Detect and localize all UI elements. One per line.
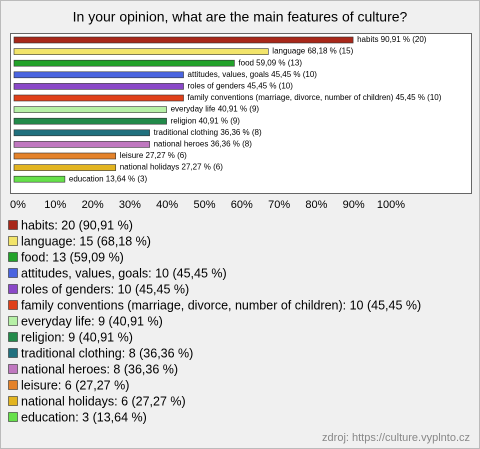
bar xyxy=(13,141,150,148)
data-label: roles of genders 45,45 % (10) xyxy=(188,82,294,91)
legend-swatch xyxy=(8,316,18,326)
x-tick-label: 100% xyxy=(377,199,405,211)
bar xyxy=(13,106,167,113)
chart-title: In your opinion, what are the main featu… xyxy=(73,9,408,25)
data-label: family conventions (marriage, divorce, n… xyxy=(188,93,442,102)
legend-label: food: 13 (59,09 %) xyxy=(21,250,124,264)
legend-swatch xyxy=(8,380,18,390)
data-label: national holidays 27,27 % (6) xyxy=(120,163,224,172)
data-label: food 59,09 % (13) xyxy=(238,58,302,67)
source: zdroj: https://culture.vyplnto.cz xyxy=(322,432,470,444)
legend-swatch xyxy=(8,332,18,342)
bar xyxy=(13,94,184,102)
legend-label: traditional clothing: 8 (36,36 %) xyxy=(21,346,193,360)
x-tick-label: 40% xyxy=(156,199,178,211)
legend-swatch xyxy=(8,284,18,294)
bar xyxy=(13,117,167,125)
bar xyxy=(13,129,150,137)
legend-swatch xyxy=(8,252,18,262)
legend-label: religion: 9 (40,91 %) xyxy=(21,330,133,344)
legend-label: language: 15 (68,18 %) xyxy=(21,234,151,248)
legend-label: national heroes: 8 (36,36 %) xyxy=(21,362,178,376)
bar xyxy=(13,175,66,183)
data-label: national heroes 36,36 % (8) xyxy=(154,140,253,149)
legend-swatch xyxy=(8,412,18,422)
legend-swatch xyxy=(8,268,18,278)
legend-label: attitudes, values, goals: 10 (45,45 %) xyxy=(21,266,227,280)
legend-swatch xyxy=(8,364,18,374)
bar xyxy=(13,36,354,44)
data-label: religion 40,91 % (9) xyxy=(171,116,241,125)
x-tick-label: 90% xyxy=(343,199,365,211)
legend-label: national holidays: 6 (27,27 %) xyxy=(21,394,186,408)
legend-label: education: 3 (13,64 %) xyxy=(21,410,147,424)
data-label: habits 90,91 % (20) xyxy=(357,35,427,44)
x-tick-label: 50% xyxy=(193,199,215,211)
bar xyxy=(13,152,117,160)
legend-swatch xyxy=(8,348,18,358)
legend-label: leisure: 6 (27,27 %) xyxy=(21,378,129,392)
legend-swatch xyxy=(8,300,18,310)
x-tick-label: 0% xyxy=(10,199,26,211)
legend-label: habits: 20 (90,91 %) xyxy=(21,218,133,232)
legend-swatch xyxy=(8,236,18,246)
x-tick-label: 20% xyxy=(82,199,104,211)
data-label: traditional clothing 36,36 % (8) xyxy=(154,128,262,137)
x-tick-label: 60% xyxy=(231,199,253,211)
data-label: everyday life 40,91 % (9) xyxy=(171,105,260,114)
x-tick-label: 80% xyxy=(305,199,327,211)
legend-swatch xyxy=(8,220,18,230)
data-label: leisure 27,27 % (6) xyxy=(120,151,187,160)
legend-swatch xyxy=(8,396,18,406)
x-tick-label: 70% xyxy=(268,199,290,211)
bar xyxy=(13,59,235,67)
bar xyxy=(13,83,184,90)
bar xyxy=(13,164,117,171)
data-label: education 13,64 % (3) xyxy=(69,174,148,183)
legend-label: family conventions (marriage, divorce, n… xyxy=(21,298,421,312)
x-tick-label: 30% xyxy=(119,199,141,211)
legend-label: roles of genders: 10 (45,45 %) xyxy=(21,282,189,296)
x-tick-label: 10% xyxy=(44,199,66,211)
bar xyxy=(13,71,184,79)
data-label: language 68,18 % (15) xyxy=(272,47,353,56)
legend-label: everyday life: 9 (40,91 %) xyxy=(21,314,163,328)
bar xyxy=(13,48,269,55)
data-label: attitudes, values, goals 45,45 % (10) xyxy=(188,70,318,79)
